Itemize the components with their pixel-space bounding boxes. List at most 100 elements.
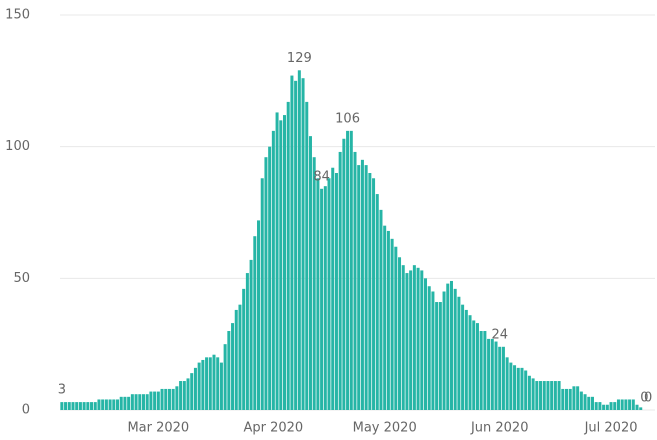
bar — [282, 115, 287, 411]
bar — [498, 346, 502, 410]
bar — [579, 391, 583, 410]
bar — [464, 309, 468, 410]
bar — [338, 151, 342, 410]
x-tick-label: Apr 2020 — [244, 421, 304, 436]
bar — [201, 359, 205, 410]
data-label: 3 — [58, 383, 66, 398]
bar — [238, 304, 242, 410]
bar — [620, 399, 624, 410]
bar — [353, 151, 357, 410]
bar — [223, 344, 227, 410]
bar — [316, 178, 320, 410]
bar — [602, 404, 606, 410]
bar — [379, 209, 383, 410]
bar — [149, 391, 153, 410]
bar — [127, 396, 131, 410]
bar — [160, 388, 164, 410]
bar — [327, 178, 331, 410]
bar — [179, 381, 183, 410]
bar — [412, 265, 416, 410]
bar — [264, 157, 268, 410]
bar — [271, 130, 275, 410]
bar — [494, 341, 498, 410]
bar — [145, 394, 149, 410]
bar — [268, 146, 272, 410]
bar — [153, 391, 157, 410]
bar — [598, 402, 602, 410]
x-tick-label: May 2020 — [353, 421, 417, 436]
bar — [461, 304, 465, 410]
bar — [513, 365, 517, 410]
bar — [475, 323, 479, 410]
bar — [520, 367, 524, 410]
bar — [334, 173, 338, 410]
bar — [301, 78, 305, 410]
bar — [531, 378, 535, 410]
bar — [279, 120, 283, 410]
bar — [383, 225, 387, 410]
bar — [227, 331, 231, 410]
bar — [167, 388, 171, 410]
bar — [112, 399, 116, 410]
bar — [101, 399, 105, 410]
bar — [342, 138, 346, 410]
bar — [468, 315, 472, 410]
bar — [427, 286, 431, 410]
bar — [438, 302, 442, 410]
y-tick-label: 0 — [22, 403, 30, 418]
bar — [505, 357, 509, 410]
bar — [509, 362, 513, 410]
data-label: 129 — [287, 51, 312, 66]
bar — [449, 280, 453, 410]
bar — [231, 323, 235, 410]
bar — [360, 159, 364, 410]
bar — [524, 370, 528, 410]
bar — [628, 399, 632, 410]
bar — [394, 246, 398, 410]
bar — [323, 186, 327, 410]
y-tick-label: 50 — [13, 271, 30, 286]
bar — [219, 362, 223, 410]
bar — [590, 396, 594, 410]
bar — [253, 236, 257, 410]
bar — [216, 357, 220, 410]
bar — [386, 230, 390, 410]
bar — [290, 75, 294, 411]
bar — [286, 101, 290, 411]
data-label: 0 — [640, 391, 648, 406]
bar — [639, 407, 643, 410]
bar — [442, 291, 446, 410]
bar — [483, 331, 487, 410]
bar — [182, 381, 186, 410]
bar — [257, 220, 261, 410]
bar — [423, 278, 428, 410]
bar — [93, 402, 97, 410]
bar — [171, 388, 175, 410]
data-label: 24 — [491, 327, 508, 342]
bar — [405, 273, 409, 410]
bar — [60, 402, 64, 410]
bar — [572, 386, 576, 410]
bar — [193, 367, 197, 410]
bar — [453, 288, 457, 410]
bar — [431, 291, 435, 410]
bar — [587, 396, 591, 410]
bar — [71, 402, 75, 410]
bar — [320, 188, 324, 410]
bar — [557, 381, 561, 410]
bar — [175, 386, 179, 410]
bar — [553, 381, 557, 410]
bar — [208, 357, 212, 410]
bar — [616, 399, 620, 410]
bar — [624, 399, 628, 410]
bar — [138, 394, 142, 410]
bar — [123, 396, 127, 410]
bar — [490, 338, 494, 410]
bar — [78, 402, 82, 410]
bar — [90, 402, 94, 410]
bar — [401, 265, 405, 410]
bar — [487, 338, 491, 410]
bar — [331, 167, 335, 410]
bar — [472, 320, 476, 410]
